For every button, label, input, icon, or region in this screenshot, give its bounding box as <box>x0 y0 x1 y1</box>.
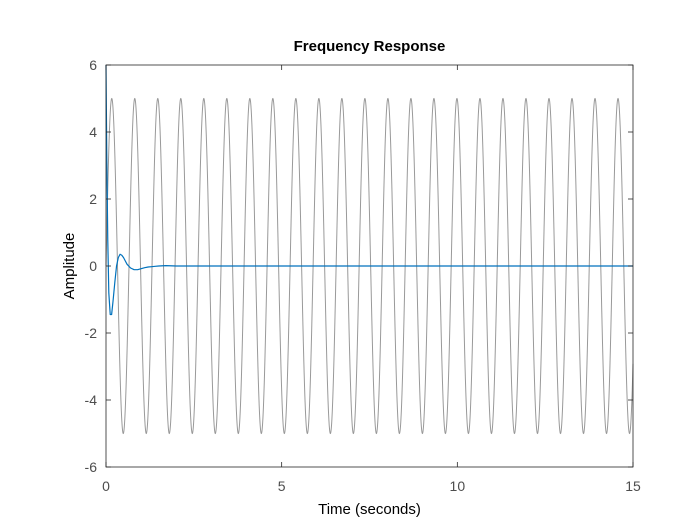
x-tick-label: 5 <box>278 478 286 494</box>
x-tick-label: 10 <box>450 478 466 494</box>
y-tick-label: 6 <box>89 57 97 73</box>
chart-title: Frequency Response <box>294 38 446 55</box>
y-axis-label: Amplitude <box>61 233 78 300</box>
y-tick-label: 0 <box>89 258 97 274</box>
x-tick-label: 15 <box>625 478 641 494</box>
series-line-sinusoid <box>105 97 634 435</box>
y-tick-label: 4 <box>89 124 97 140</box>
x-axis-label: Time (seconds) <box>318 501 421 518</box>
y-tick-label: -4 <box>85 392 98 408</box>
y-tick-label: 2 <box>89 191 97 207</box>
y-tick-label: -6 <box>85 459 98 475</box>
y-tick-label: -2 <box>85 325 98 341</box>
x-tick-label: 0 <box>102 478 110 494</box>
series-line-response <box>105 64 633 316</box>
